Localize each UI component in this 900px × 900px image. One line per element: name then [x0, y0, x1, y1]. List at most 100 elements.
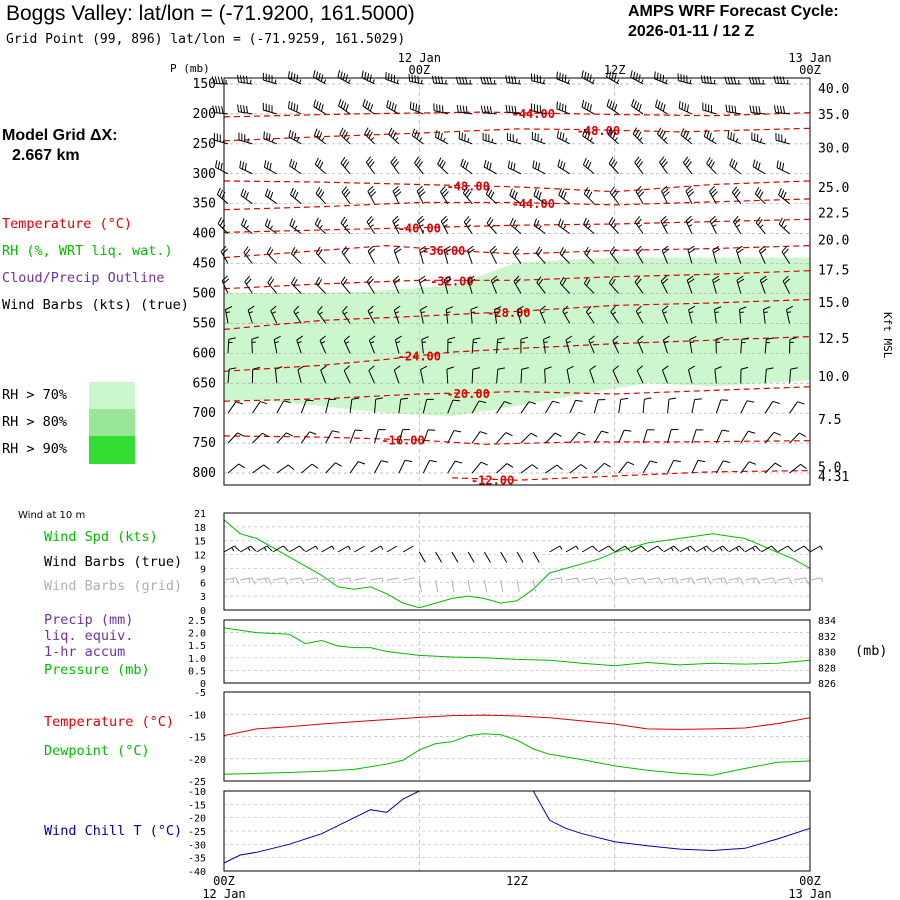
wind-barb-400-20-feather	[709, 215, 716, 222]
pressure-tick-700: 700	[193, 406, 216, 421]
wind-barb-550-11-feather	[494, 306, 502, 311]
wind-barb-500-8	[418, 275, 427, 294]
wind-barb-250-8-shaft	[411, 135, 424, 145]
sfc-barb-true-28-feather	[689, 545, 696, 552]
sfc-barb-true-24-shaft	[614, 545, 626, 553]
wind-barb-400-16	[608, 216, 620, 234]
wind-barb-200-8-feather	[409, 101, 412, 109]
sfc-barb-true-27-feather	[673, 545, 680, 552]
wind-barb-250-4-half	[321, 137, 325, 142]
wind-barb-450-13-feather	[535, 246, 541, 254]
wind-barb-300-20-feather	[706, 157, 711, 164]
sfc-barb-true-31-shaft	[728, 545, 740, 553]
wind-barb-200-2-shaft	[263, 109, 277, 115]
wind-barb-450-17	[635, 245, 644, 264]
wind-barb-650-10	[471, 367, 481, 384]
wind-barb-200-16	[606, 99, 619, 115]
wind-barb-250-14-shaft	[557, 137, 571, 145]
wind-barb-750-5	[349, 429, 363, 444]
wind-barb-650-6	[368, 365, 375, 384]
wind-barb-250-9-feather	[437, 131, 441, 139]
wind-barb-250-9-shaft	[435, 136, 448, 145]
wind-barb-650-3-feather	[297, 365, 305, 371]
wind-barb-650-10-feather	[472, 367, 481, 370]
panel3-ytick-4: -25	[188, 777, 206, 788]
wind-barb-500-19-shaft	[686, 280, 693, 294]
panel4-frame	[223, 790, 811, 872]
sfc-barb-grid-31-shaft	[728, 577, 741, 581]
wind-barb-150-0	[211, 76, 229, 85]
wind-barb-300-20-feather	[708, 159, 713, 167]
wind-barb-700-16-feather	[620, 397, 629, 400]
wind-barb-200-4-feather	[320, 104, 324, 112]
wind-barb-250-22	[751, 132, 766, 145]
wind-barb-600-15-feather	[588, 335, 595, 341]
wind-barb-200-19-feather	[678, 100, 681, 109]
wind-barb-600-13	[542, 336, 551, 354]
wind-barb-200-19-feather	[686, 104, 689, 112]
wind-barb-750-8-shaft	[422, 429, 429, 444]
wind-barb-550-6-half	[369, 311, 374, 315]
wind-barb-750-20-feather	[721, 429, 730, 432]
wind-barb-150-16-half	[616, 79, 620, 84]
wind-barb-250-5-feather	[343, 131, 348, 139]
sfc-barb-grid-7-half	[349, 577, 351, 582]
sfc-barb-true-33-shaft	[760, 545, 772, 553]
wind-barb-650-7-shaft	[393, 369, 400, 384]
wind-barb-300-23	[776, 160, 790, 175]
wind-barb-500-21-feather	[736, 275, 744, 281]
wind-barb-500-3	[291, 276, 302, 294]
sfc-barb-true-28	[679, 545, 696, 553]
wind-barb-400-7-feather	[393, 218, 400, 225]
wind-barb-200-10-feather	[459, 105, 462, 113]
wind-barb-600-2-feather	[273, 335, 281, 341]
wind-barb-400-22-shaft	[755, 222, 766, 234]
wind-barb-200-11	[480, 105, 497, 115]
wind-barb-500-19-feather	[687, 278, 695, 284]
wind-barb-500-2	[267, 276, 278, 294]
wind-barb-500-22-feather	[761, 278, 768, 284]
wind-barb-200-18-shaft	[655, 106, 668, 115]
wind-barb-700-9	[447, 399, 461, 414]
wind-barb-200-5-feather	[340, 100, 344, 108]
wind-barb-700-12-shaft	[520, 401, 530, 414]
wind-barb-400-0-feather	[217, 217, 223, 224]
sfc-barb-true-19	[532, 551, 540, 563]
wind-barb-500-9-feather	[443, 275, 451, 281]
wind-barb-750-14-shaft	[569, 431, 579, 444]
wind-barb-250-15	[582, 128, 595, 145]
wind-barb-550-17-shaft	[635, 310, 644, 324]
wind-barb-400-19-half	[688, 224, 693, 227]
wind-barb-150-14-feather	[564, 74, 567, 83]
panel1-ytick-0: 0	[200, 606, 206, 617]
wind-barb-500-22	[759, 275, 768, 294]
wind-barb-450-15-shaft	[584, 253, 595, 264]
sfc-barb-grid-12-shaft	[418, 579, 422, 592]
wind-barb-250-15-feather	[584, 130, 588, 138]
wind-barb-200-22-feather	[752, 105, 755, 113]
sfc-barb-true-18	[516, 551, 524, 563]
wind-barb-450-7-feather	[393, 245, 401, 251]
wind-barb-800-20-feather	[723, 460, 731, 464]
wind-barb-200-8-shaft	[410, 108, 424, 115]
wind-barb-450-23-feather	[781, 245, 788, 253]
wind-barb-700-17-feather	[644, 397, 652, 400]
wind-barb-600-3	[296, 335, 304, 354]
wind-barb-200-8-feather	[415, 103, 418, 112]
wind-barb-500-20-feather	[713, 278, 720, 284]
wind-barb-400-8	[416, 215, 425, 234]
wind-barb-300-22	[752, 159, 766, 175]
wind-barb-350-16	[609, 186, 620, 204]
wind-barb-300-20-shaft	[706, 163, 717, 175]
wind-barb-500-5	[340, 276, 351, 294]
wind-barb-400-18-feather	[660, 215, 667, 222]
wind-barb-700-20	[715, 399, 729, 414]
wind-barb-350-15-shaft	[583, 193, 595, 205]
wind-barb-700-5	[349, 397, 360, 414]
wind-barb-350-13-feather	[533, 188, 537, 196]
sfc-barb-grid-9-shaft	[370, 577, 383, 581]
wind-barb-300-15	[582, 158, 595, 175]
wind-barb-600-14	[565, 335, 573, 354]
wind-barb-550-5-feather	[342, 305, 348, 313]
time-label-top-0: 00Z	[408, 63, 430, 77]
